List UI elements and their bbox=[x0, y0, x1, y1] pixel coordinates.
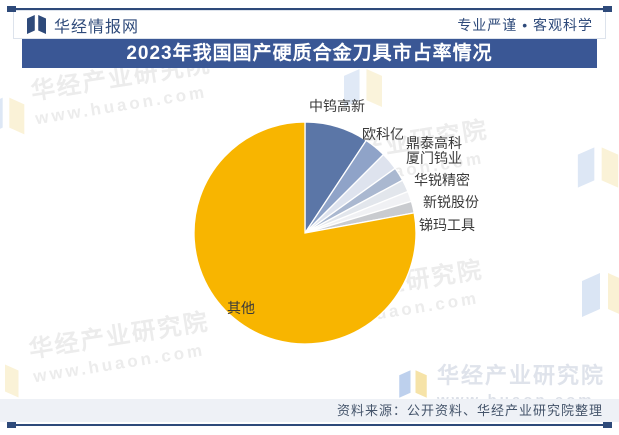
pie-label-2: 鼎泰高科 bbox=[406, 135, 462, 151]
pie-label-0: 中钨高新 bbox=[309, 98, 365, 114]
book-logo-icon bbox=[5, 364, 19, 398]
brand-block: 华经情报网 bbox=[26, 13, 139, 37]
book-logo-icon bbox=[582, 273, 619, 317]
brand-name: 华经情报网 bbox=[54, 18, 140, 36]
header-bar: 华经情报网 专业严谨 • 客观科学 bbox=[13, 10, 606, 39]
bottom-frame-rule bbox=[7, 422, 612, 428]
pie-label-7: 其他 bbox=[227, 300, 255, 316]
chart-title-banner: 2023年我国国产硬质合金刀具市占率情况 bbox=[22, 39, 597, 68]
pie-label-6: 锑玛工具 bbox=[419, 217, 475, 233]
top-frame-rule bbox=[7, 6, 612, 12]
pie-label-4: 华锐精密 bbox=[414, 172, 470, 188]
pie-label-5: 新锐股份 bbox=[423, 194, 479, 210]
source-bar: 资料来源：公开资料、华经产业研究院整理 bbox=[0, 399, 619, 422]
pie-label-3: 厦门钨业 bbox=[406, 150, 462, 166]
watermark-bottom-left: 华经产业研究院 www.huaon.com bbox=[26, 302, 215, 388]
brand-book-icon bbox=[27, 15, 46, 34]
book-logo-icon bbox=[577, 147, 619, 188]
footer-brand-name: 华经产业研究院 bbox=[437, 363, 606, 388]
pie-chart bbox=[193, 121, 417, 345]
book-logo-icon bbox=[0, 97, 25, 135]
pie-slice-7 bbox=[193, 121, 417, 345]
header-slogan: 专业严谨 • 客观科学 bbox=[457, 16, 593, 33]
pie-label-1: 欧科亿 bbox=[362, 126, 404, 142]
book-logo-icon bbox=[344, 69, 382, 107]
footer-book-icon bbox=[399, 369, 427, 398]
